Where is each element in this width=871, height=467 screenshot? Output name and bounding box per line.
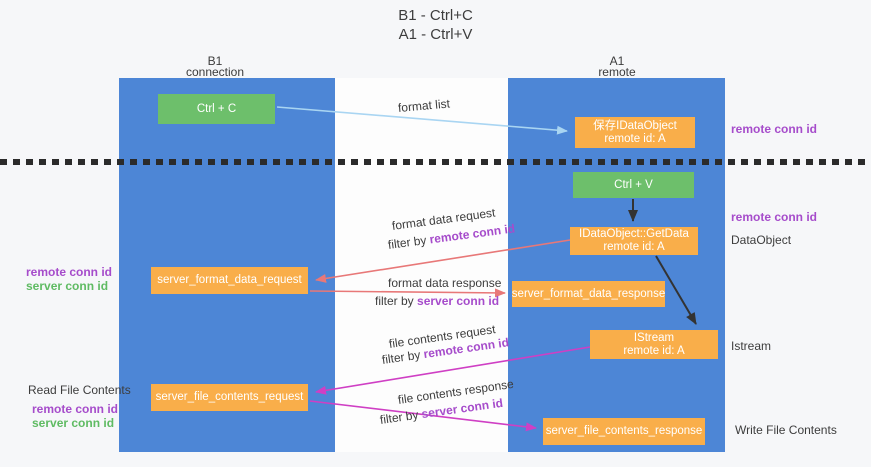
node-server-file-contents-response: server_file_contents_response (543, 418, 705, 445)
label-remote-conn-id-right-mid: remote conn id (731, 210, 818, 224)
node-server-format-data-request: server_format_data_request (151, 267, 308, 294)
left-column-role: connection (185, 65, 245, 79)
label-server-conn-id-left-bottom: server conn id (32, 416, 115, 430)
title-line-2: A1 - Ctrl+V (398, 26, 473, 43)
node-ctrl-c: Ctrl + C (158, 94, 275, 124)
label-remote-conn-id-left-top: remote conn id (26, 265, 113, 279)
right-column-header: A1 remote (557, 54, 677, 79)
label-conn-ids-left-top: remote conn id server conn id (26, 265, 112, 293)
node-getdata-line2: remote id: A (603, 241, 665, 253)
node-istream: IStream remote id: A (590, 330, 718, 359)
filter-server-conn-id: server conn id (417, 294, 500, 308)
node-ctrl-v: Ctrl + V (573, 172, 694, 198)
node-save-idataobject-line2: remote id: A (604, 132, 666, 145)
label-server-conn-id-left-top: server conn id (26, 279, 109, 293)
left-column-name: B1 (207, 54, 223, 68)
node-ctrl-v-label: Ctrl + V (614, 178, 653, 191)
label-istream: Istream (731, 339, 772, 353)
node-server-file-contents-request-label: server_file_contents_request (155, 391, 304, 403)
label-remote-conn-id-right-top: remote conn id (731, 122, 818, 136)
label-filter-by-server-1: filter by server conn id (375, 294, 499, 308)
node-getdata-line1: IDataObject::GetData (579, 228, 689, 240)
diagram-title: B1 - Ctrl+C A1 - Ctrl+V (0, 6, 871, 44)
node-istream-line1: IStream (633, 331, 675, 344)
label-read-file-contents: Read File Contents (28, 383, 131, 397)
right-column-name: A1 (609, 54, 625, 68)
node-server-file-contents-request: server_file_contents_request (151, 384, 308, 411)
node-server-format-data-response: server_format_data_response (512, 281, 665, 307)
node-save-idataobject: 保存IDataObject remote id: A (575, 117, 695, 148)
node-istream-line2: remote id: A (623, 344, 685, 357)
node-server-file-contents-response-label: server_file_contents_response (545, 425, 703, 437)
node-save-idataobject-line1: 保存IDataObject (593, 119, 677, 132)
label-dataobject: DataObject (731, 233, 792, 247)
node-server-format-data-request-label: server_format_data_request (157, 274, 302, 286)
node-server-format-data-response-label: server_format_data_response (511, 287, 666, 300)
label-conn-ids-left-bottom: remote conn id server conn id (32, 402, 118, 430)
title-line-1: B1 - Ctrl+C (398, 7, 473, 24)
label-remote-conn-id-left-bottom: remote conn id (32, 402, 119, 416)
label-write-file-contents: Write File Contents (735, 423, 837, 437)
node-idataobject-getdata: IDataObject::GetData remote id: A (570, 227, 698, 255)
right-column-role: remote (598, 65, 636, 79)
filter-by-prefix: filter by (375, 294, 418, 308)
node-ctrl-c-label: Ctrl + C (196, 102, 237, 115)
left-column-header: B1 connection (155, 54, 275, 79)
label-format-data-response: format data response (388, 276, 502, 290)
